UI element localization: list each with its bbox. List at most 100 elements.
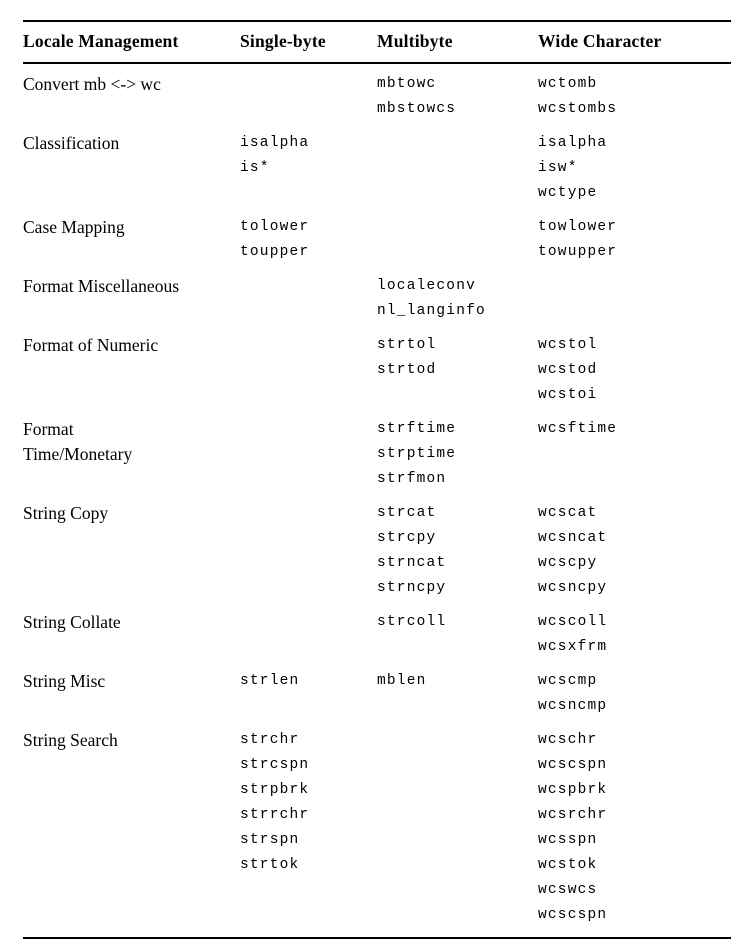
function-name: mblen — [377, 673, 427, 689]
table-row: Classification isalpha is* isalpha isw* wct… — [23, 131, 731, 206]
category-label-line: Classification — [23, 133, 120, 153]
table-row: Format Miscellaneous localeconv nl_langin… — [23, 274, 731, 324]
table-row: Convert mb <-> wc mbtowc mbstowcs wctomb w… — [23, 72, 731, 122]
function-name: wcsrchr — [538, 807, 608, 823]
category-cell: String Misc — [23, 669, 240, 694]
category-cell: String Collate — [23, 610, 240, 635]
function-name: wcstol — [538, 337, 598, 353]
category-cell: Convert mb <-> wc — [23, 72, 240, 97]
function-name: strcoll — [377, 614, 447, 630]
category-label-line: Time/Monetary — [23, 444, 133, 464]
function-name: strchr — [240, 732, 300, 748]
table-row: Format Time/Monetary strftime strptime strf… — [23, 417, 731, 492]
table-row: String Copy strcat strcpy strncat strncpy w… — [23, 501, 731, 601]
category-cell: String Search — [23, 728, 240, 753]
function-name: towlower — [538, 219, 618, 235]
column-header-single-byte: Single-byte — [240, 31, 326, 51]
single-byte-cell: strlen — [240, 669, 377, 694]
function-name: isw* — [538, 160, 578, 176]
category-label-line: Convert mb <-> wc — [23, 74, 161, 94]
function-name: wcsxfrm — [538, 639, 608, 655]
function-name: wcsspn — [538, 832, 598, 848]
function-name: nl_langinfo — [377, 303, 486, 319]
multibyte-cell: mbtowc mbstowcs — [377, 72, 538, 122]
function-name: strptime — [377, 446, 457, 462]
multibyte-cell: strcat strcpy strncat strncpy — [377, 501, 538, 601]
function-name: wcstok — [538, 857, 598, 873]
function-name: wcstod — [538, 362, 598, 378]
wide-character-cell: wcscat wcsncat wcscpy wcsncpy — [538, 501, 731, 601]
wide-character-cell: wctomb wcstombs — [538, 72, 731, 122]
column-header-locale-management: Locale Management — [23, 31, 179, 51]
function-name: wctype — [538, 185, 598, 201]
single-byte-cell: strchr strcspn strpbrk strrchr strspn strtok — [240, 728, 377, 878]
function-name: wcsncat — [538, 530, 608, 546]
function-name: mbtowc — [377, 76, 437, 92]
function-name: strlen — [240, 673, 300, 689]
function-name: wcsftime — [538, 421, 618, 437]
table-row: String Misc strlen mblen wcscmp wcsncmp — [23, 669, 731, 719]
function-name: wcswcs — [538, 882, 598, 898]
table-header-row: Locale Management Single-byte Multibyte … — [23, 22, 731, 62]
function-name: tolower — [240, 219, 310, 235]
function-name: toupper — [240, 244, 310, 260]
table-row: String Search strchr strcspn strpbrk strrch… — [23, 728, 731, 928]
category-label-line: Format — [23, 419, 74, 439]
multibyte-cell: strftime strptime strfmon — [377, 417, 538, 492]
function-name: isalpha — [240, 135, 310, 151]
function-name: strspn — [240, 832, 300, 848]
function-name: wcscspn — [538, 757, 608, 773]
function-name: wctomb — [538, 76, 598, 92]
function-name: strcpy — [377, 530, 437, 546]
function-name: wcscmp — [538, 673, 598, 689]
multibyte-cell: localeconv nl_langinfo — [377, 274, 538, 324]
function-name: is* — [240, 160, 270, 176]
function-name: strncat — [377, 555, 447, 571]
function-name: wcscoll — [538, 614, 608, 630]
function-name: wcscat — [538, 505, 598, 521]
function-name: strtol — [377, 337, 437, 353]
category-cell: Format Miscellaneous — [23, 274, 240, 299]
function-name: strtod — [377, 362, 437, 378]
wide-character-cell: wcsftime — [538, 417, 731, 442]
function-name: wcspbrk — [538, 782, 608, 798]
function-name: strrchr — [240, 807, 310, 823]
bottom-rule — [23, 937, 731, 939]
category-cell: String Copy — [23, 501, 240, 526]
function-name: wcsncmp — [538, 698, 608, 714]
single-byte-cell: isalpha is* — [240, 131, 377, 181]
function-name: wcsncpy — [538, 580, 608, 596]
category-label-line: String Copy — [23, 503, 109, 523]
table-row: Format of Numeric strtol strtod wcstol wcs… — [23, 333, 731, 408]
function-name: mbstowcs — [377, 101, 457, 117]
function-name: strcspn — [240, 757, 310, 773]
table-body: Convert mb <-> wc mbtowc mbstowcs wctomb w… — [23, 64, 731, 928]
multibyte-cell: strcoll — [377, 610, 538, 635]
category-label-line: String Search — [23, 730, 118, 750]
function-name: wcscspn — [538, 907, 608, 923]
table-row: Case Mapping tolower toupper towlower towu… — [23, 215, 731, 265]
category-cell: Format of Numeric — [23, 333, 240, 358]
category-cell: Format Time/Monetary — [23, 417, 240, 467]
multibyte-cell: mblen — [377, 669, 538, 694]
function-name: strcat — [377, 505, 437, 521]
header-rule — [23, 62, 731, 64]
category-label-line: String Misc — [23, 671, 106, 691]
top-rule — [23, 20, 731, 22]
function-name: strtok — [240, 857, 300, 873]
function-name: towupper — [538, 244, 618, 260]
wide-character-cell: isalpha isw* wctype — [538, 131, 731, 206]
function-name: wcstoi — [538, 387, 598, 403]
function-name: wcstombs — [538, 101, 618, 117]
wide-character-cell: towlower towupper — [538, 215, 731, 265]
category-label-line: String Collate — [23, 612, 121, 632]
function-name: isalpha — [538, 135, 608, 151]
category-cell: Case Mapping — [23, 215, 240, 240]
wide-character-cell: wcscmp wcsncmp — [538, 669, 731, 719]
wide-character-cell: wcscoll wcsxfrm — [538, 610, 731, 660]
function-name: strfmon — [377, 471, 447, 487]
category-label-line: Format Miscellaneous — [23, 276, 180, 296]
function-name: strncpy — [377, 580, 447, 596]
function-name: strpbrk — [240, 782, 310, 798]
